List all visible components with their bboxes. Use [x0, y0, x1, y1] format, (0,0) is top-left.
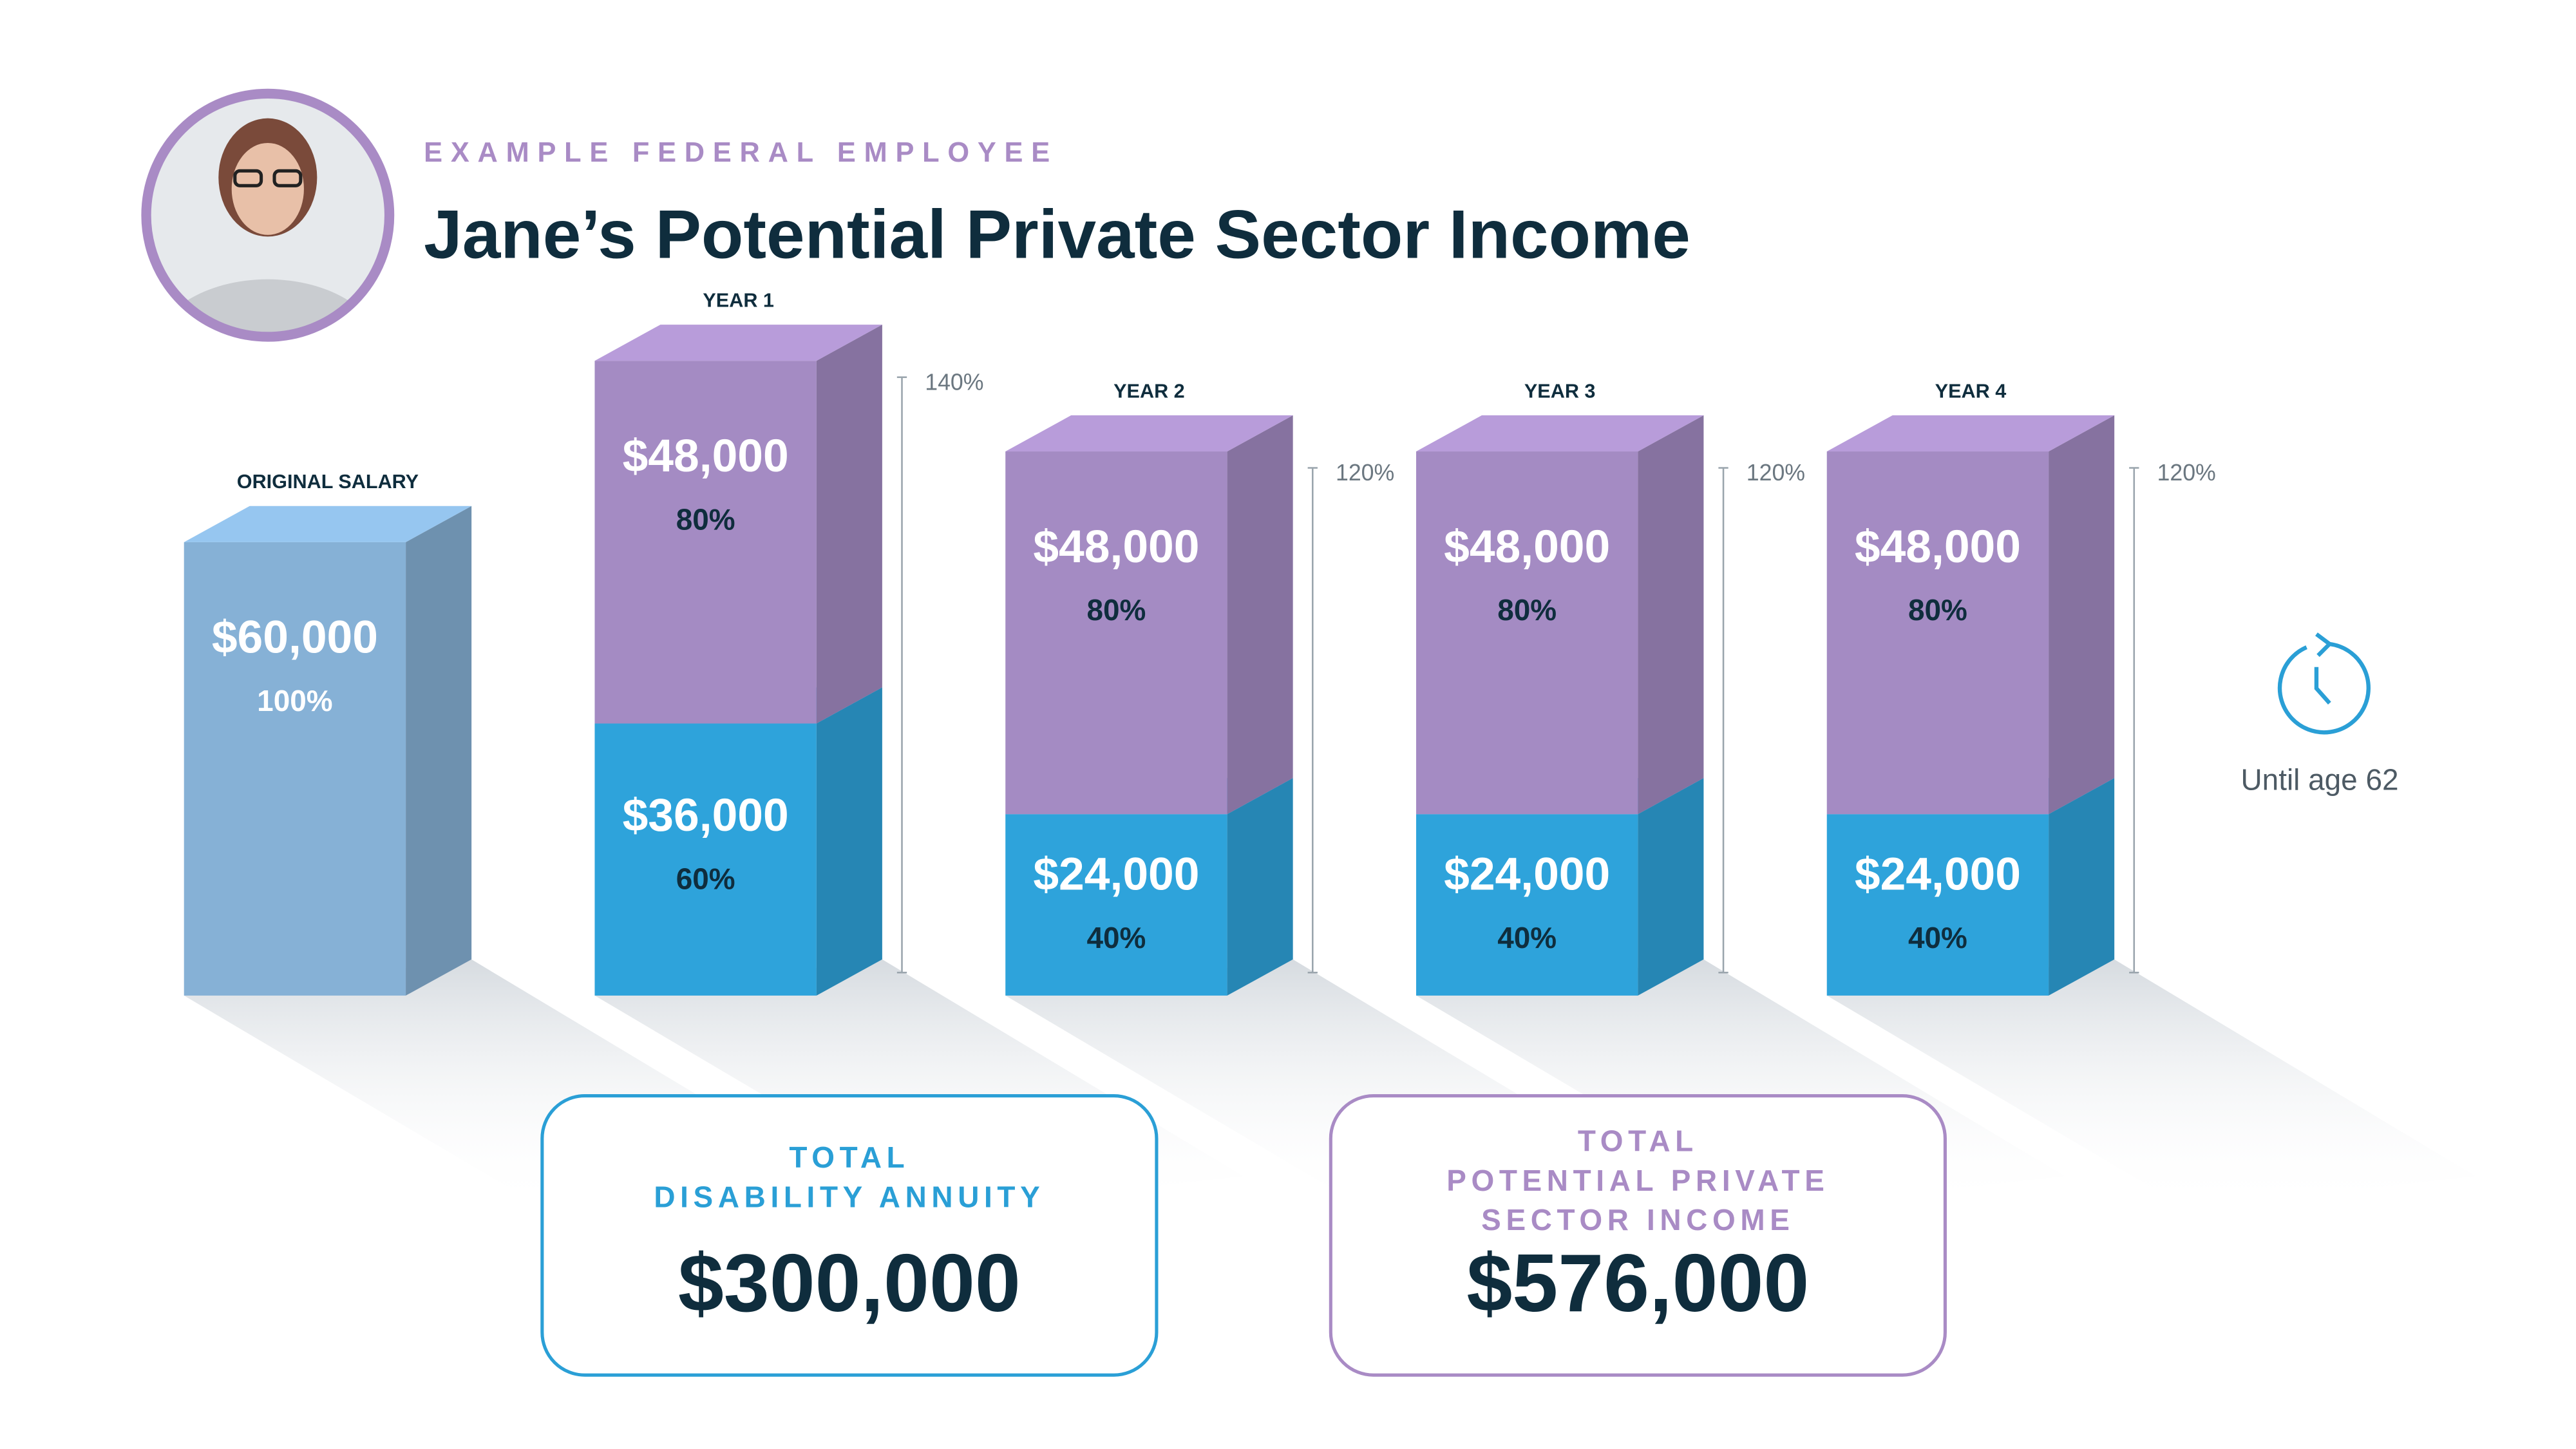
bar-side: [816, 687, 882, 996]
bar-top: [184, 506, 472, 542]
bar-side: [406, 506, 472, 996]
bar-top: [1416, 415, 1704, 452]
percent-label: 40%: [1086, 921, 1146, 954]
total-box: [1329, 1094, 1947, 1377]
total-percent-label: 120%: [1747, 460, 1805, 486]
total-percent-label: 140%: [925, 369, 983, 395]
value-label: $24,000: [1033, 849, 1199, 900]
value-label: $60,000: [212, 612, 378, 663]
category-label: YEAR 3: [1524, 380, 1596, 402]
total-percent-label: 120%: [2157, 460, 2215, 486]
total-label: DISABILITY ANNUITY: [654, 1180, 1045, 1213]
value-label: $48,000: [1855, 521, 2021, 573]
avatar: [141, 88, 395, 342]
value-label: $24,000: [1855, 849, 2021, 900]
category-label: YEAR 2: [1113, 380, 1185, 402]
bars: $60,000 100% ORIGINAL SALARY $36,000 60% $48,…: [184, 289, 2476, 1209]
bar-segment: [594, 723, 817, 996]
bar-segment: [1416, 814, 1638, 996]
total-value: $576,000: [1466, 1238, 1809, 1329]
percent-label: 80%: [1086, 593, 1146, 627]
total-label: TOTAL: [789, 1141, 909, 1174]
total-label: POTENTIAL PRIVATE: [1446, 1164, 1829, 1197]
bar-side: [2049, 778, 2115, 996]
percent-label: 80%: [676, 502, 735, 536]
bar-top: [1005, 415, 1293, 452]
percent-label: 60%: [676, 862, 735, 895]
total-box: [540, 1094, 1159, 1377]
eyebrow: EXAMPLE FEDERAL EMPLOYEE: [424, 137, 1058, 168]
bar-segment: [1005, 451, 1227, 815]
totals: TOTAL DISABILITY ANNUITY $300,000 TOTAL POTE…: [540, 1094, 1947, 1377]
value-label: $36,000: [623, 790, 789, 841]
bar-shadow: [1826, 959, 2476, 1209]
bar-top: [594, 325, 882, 361]
value-label: $24,000: [1444, 849, 1610, 900]
total-label: TOTAL: [1578, 1124, 1698, 1158]
category-label: ORIGINAL SALARY: [237, 471, 419, 493]
category-label: YEAR 4: [1935, 380, 2007, 402]
title: Jane’s Potential Private Sector Income: [424, 196, 1690, 273]
category-label: YEAR 1: [703, 289, 774, 311]
percent-label: 100%: [257, 684, 332, 717]
bar-segment: [184, 542, 406, 996]
value-label: $48,000: [1444, 521, 1610, 573]
total-label: SECTOR INCOME: [1481, 1203, 1794, 1236]
value-label: $48,000: [1033, 521, 1199, 573]
bar-side: [816, 325, 882, 724]
percent-label: 80%: [1908, 593, 1967, 627]
total-value: $300,000: [678, 1238, 1021, 1329]
bar-side: [1638, 778, 1704, 996]
bar-segment: [1416, 451, 1638, 815]
bar-segment: [594, 361, 817, 724]
value-label: $48,000: [623, 430, 789, 482]
bar-side: [1638, 415, 1704, 815]
clock-icon: [2277, 632, 2371, 735]
bar-side: [1227, 778, 1293, 996]
bar-segment: [1826, 451, 2049, 815]
bar-segment: [1826, 814, 2049, 996]
annotation: Until age 62: [2241, 762, 2399, 796]
percent-label: 80%: [1497, 593, 1557, 627]
bar-segment: [1005, 814, 1227, 996]
total-percent-label: 120%: [1336, 460, 1394, 486]
percent-label: 40%: [1497, 921, 1557, 954]
bar-top: [1826, 415, 2115, 452]
bar-side: [2049, 415, 2115, 815]
bar-side: [1227, 415, 1293, 815]
percent-label: 40%: [1908, 921, 1967, 954]
